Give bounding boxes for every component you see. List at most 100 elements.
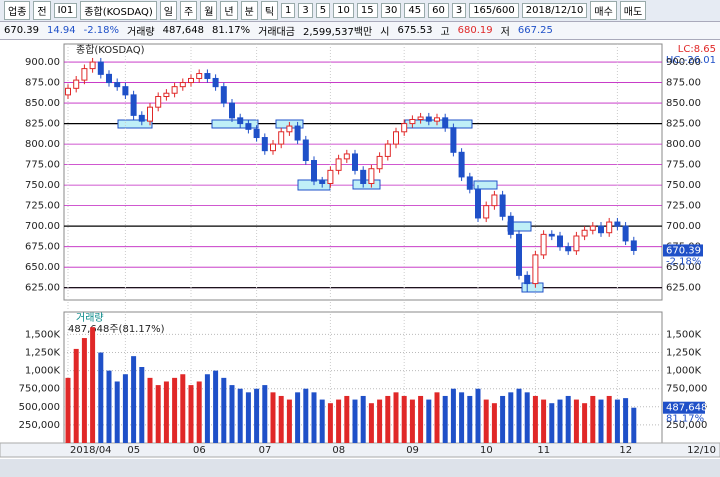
volume-bar	[631, 407, 637, 443]
open: 675.53	[397, 25, 433, 36]
y-tick-label: 750,000	[666, 384, 707, 395]
toolbar-button[interactable]: 45	[404, 3, 426, 18]
volume-bar	[434, 392, 440, 443]
toolbar-button[interactable]: 매수	[590, 1, 617, 20]
toolbar-button[interactable]: 2018/12/10	[521, 3, 588, 18]
volume-bar	[549, 403, 555, 443]
toolbar-button[interactable]: 매도	[619, 1, 647, 20]
toolbar-button[interactable]: 주	[180, 1, 198, 20]
volume-bar	[262, 385, 268, 443]
volume-bar	[401, 395, 407, 443]
volume-bar	[147, 377, 153, 443]
candle-body	[442, 117, 449, 129]
x-tick-label: 10	[480, 445, 493, 456]
y-tick-label: 750.00	[666, 180, 701, 191]
candle-body	[499, 194, 506, 217]
volume-bar	[368, 403, 374, 443]
toolbar-button[interactable]: 30	[380, 3, 402, 18]
volume-bar	[606, 395, 612, 443]
candle-body	[393, 131, 399, 145]
chart: 종합(KOSDAQ) LC:8.65 HC:-26.01 거래량 487,648…	[0, 43, 720, 477]
high: 680.19	[457, 25, 493, 36]
y-tick-label: 850.00	[25, 98, 60, 109]
y-tick-label: 900.00	[25, 57, 60, 68]
volume-bar	[172, 377, 178, 443]
y-tick-label: 625.00	[666, 283, 701, 294]
candle-body	[179, 82, 186, 88]
candle-body	[220, 86, 227, 104]
volume-subtitle: 487,648주(81.17%)	[68, 324, 165, 335]
candle-body	[278, 131, 285, 145]
toolbar-button[interactable]: 월	[200, 1, 218, 20]
volume-bar	[204, 374, 210, 443]
candle-body	[294, 125, 301, 141]
toolbar-button[interactable]: 5	[315, 3, 331, 18]
candle-body	[368, 168, 375, 184]
toolbar-button[interactable]: 틱	[260, 1, 279, 20]
toolbar-button[interactable]: 10	[333, 3, 354, 18]
candle-body	[106, 73, 112, 84]
candle-body	[573, 235, 580, 252]
y-tick-label: 850.00	[666, 98, 701, 109]
volume-bar	[295, 392, 301, 443]
toolbar-button[interactable]: 165/600	[469, 3, 519, 18]
y-tick-label: 700.00	[666, 221, 701, 232]
toolbar-button[interactable]: 1	[281, 3, 296, 18]
volume-bar	[344, 395, 350, 443]
y-tick-label: 1,250K	[666, 348, 702, 359]
candle-body	[532, 254, 539, 285]
volume-bar	[213, 370, 219, 443]
candle-body	[122, 86, 129, 96]
candle-body	[458, 151, 465, 178]
toolbar-button[interactable]: 60	[428, 3, 449, 18]
volume-bar	[303, 388, 309, 443]
y-tick-label: 775.00	[25, 160, 60, 171]
label: 거래량	[127, 27, 155, 38]
x-tick-label: 07	[259, 445, 272, 456]
y-tick-label: 800.00	[666, 139, 701, 150]
candles	[65, 57, 637, 443]
volume-ratio-label: 81.17%	[666, 414, 704, 425]
price-tag	[663, 244, 703, 257]
scrollbar[interactable]	[0, 459, 720, 477]
toolbar-button[interactable]: 분	[240, 1, 258, 20]
toolbar-button[interactable]: 3	[298, 3, 313, 18]
toolbar-button[interactable]: 업종	[4, 1, 31, 20]
toolbar-button[interactable]: 15	[356, 3, 378, 18]
volume: 487,648	[162, 25, 204, 36]
volume-bar	[623, 398, 629, 443]
candle-body	[335, 158, 342, 171]
candle-body	[196, 73, 203, 79]
y-tick-label: 700.00	[25, 221, 60, 232]
price: 670.39	[4, 25, 39, 36]
x-tick-label: 11	[537, 445, 550, 456]
box	[117, 119, 153, 129]
candle-body	[507, 215, 514, 235]
hc: HC:-26.01	[666, 55, 716, 66]
candle-body	[565, 246, 572, 252]
y-tick-label: 825.00	[666, 119, 701, 130]
volume-bar	[311, 392, 317, 443]
volume-bar	[418, 395, 424, 443]
volume-ratio: 81.17%	[212, 25, 251, 36]
candle-body	[204, 73, 211, 79]
candle-body	[81, 68, 88, 81]
candle-body	[450, 127, 457, 153]
volume-bar	[139, 367, 145, 443]
toolbar-button[interactable]: 일	[159, 1, 177, 20]
toolbar-button[interactable]: 전	[33, 1, 51, 20]
volume-bar	[573, 399, 579, 443]
x-tick-label: 08	[332, 445, 345, 456]
toolbar-button[interactable]: I01	[53, 3, 78, 18]
candle-body	[261, 137, 268, 152]
volume-bar	[278, 395, 284, 443]
volume-bar	[114, 381, 120, 443]
toolbar-button[interactable]: 3	[451, 3, 467, 18]
volume-bar	[336, 399, 342, 443]
candle-body	[147, 106, 153, 122]
toolbar-button[interactable]: 종합(KOSDAQ)	[80, 1, 157, 20]
y-tick-label: 675.00	[25, 242, 60, 253]
candle-body	[327, 169, 334, 184]
toolbar-button[interactable]: 년	[220, 1, 238, 20]
